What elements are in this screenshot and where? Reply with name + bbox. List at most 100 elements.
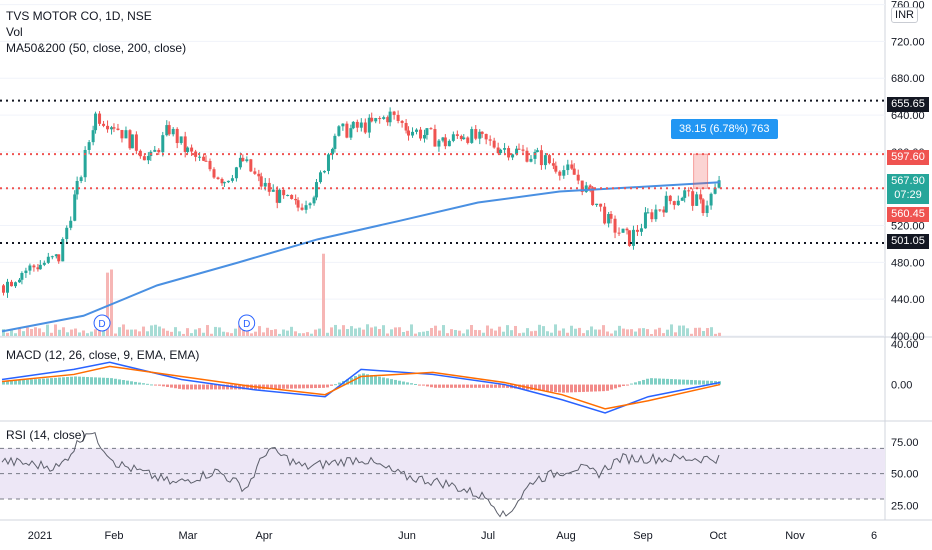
time-tick-label: Oct (709, 530, 726, 542)
macd-histogram-bar (86, 377, 89, 385)
symbol-title: TVS MOTOR CO, 1D, NSE (6, 9, 152, 23)
candle-body (124, 130, 128, 139)
candle-body (190, 147, 194, 152)
macd-histogram-bar (658, 378, 661, 385)
candle-body (87, 142, 91, 150)
volume-bar (222, 331, 225, 336)
volume-bar (110, 269, 113, 336)
candle-body (161, 135, 165, 153)
volume-bar (538, 324, 541, 336)
macd-histogram-bar (322, 384, 325, 388)
volume-bar (602, 325, 605, 336)
volume-bar (226, 332, 229, 336)
macd-histogram-bar (134, 381, 137, 385)
macd-histogram-bar (82, 376, 85, 385)
candle-body (558, 171, 562, 176)
candle-body (142, 156, 146, 161)
volume-bar (650, 333, 653, 336)
time-tick-label: Jun (398, 530, 416, 542)
volume-bar (46, 324, 49, 336)
volume-bar (266, 327, 269, 336)
volume-bar (346, 329, 349, 336)
volume-bar (206, 325, 209, 336)
volume-bar (162, 328, 165, 336)
macd-histogram-bar (626, 384, 629, 386)
volume-bar (530, 331, 533, 336)
macd-histogram-bar (410, 383, 413, 385)
candle-body (496, 147, 500, 154)
candle-body (631, 229, 635, 246)
candle-body (470, 129, 474, 143)
rsi-legend: RSI (14, close) (6, 428, 86, 442)
volume-bar (10, 329, 13, 336)
volume-bar (114, 333, 117, 336)
macd-histogram-bar (610, 384, 613, 390)
price-tick-label: 520.00 (891, 221, 925, 233)
candle-body (69, 220, 73, 228)
macd-histogram-bar (218, 384, 221, 390)
volume-bar (646, 329, 649, 336)
volume-bar (570, 325, 573, 336)
candle-body (38, 264, 42, 270)
candle-body (621, 228, 625, 233)
candle-body (443, 137, 447, 147)
candle-body (153, 149, 157, 152)
candle-body (683, 190, 687, 198)
volume-bar (670, 324, 673, 336)
macd-histogram-bar (386, 378, 389, 385)
volume-bar (94, 329, 97, 336)
macd-histogram-bar (702, 380, 705, 385)
rsi-tick-label: 25.00 (891, 500, 919, 512)
macd-histogram-bar (710, 380, 713, 385)
candle-body (175, 128, 179, 144)
candle-body (349, 128, 353, 138)
macd-histogram-bar (530, 384, 533, 390)
candle-body (157, 149, 161, 153)
macd-histogram-bar (246, 384, 249, 390)
candle-body (654, 209, 658, 220)
candle-body (646, 212, 650, 214)
candle-body (658, 209, 662, 211)
candle-body (447, 140, 451, 147)
macd-histogram-bar (398, 380, 401, 385)
volume-bar (562, 328, 565, 336)
candle-body (455, 134, 459, 136)
ma-label: MA50&200 (50, close, 200, close) (6, 41, 187, 55)
candle-body (650, 212, 654, 220)
candle-body (572, 168, 576, 175)
macd-histogram-bar (698, 380, 701, 385)
candle-body (459, 135, 463, 140)
macd-histogram-bar (214, 384, 217, 390)
candle-body (562, 170, 566, 176)
candle-body (14, 282, 17, 287)
volume-bar (354, 328, 357, 336)
candle-body (664, 195, 668, 213)
volume-bar (634, 331, 637, 336)
macd-histogram-bar (26, 379, 29, 385)
candle-body (419, 129, 423, 139)
dividend-marker-letter: D (98, 319, 105, 330)
price-tick-label: 640.00 (891, 110, 925, 122)
candle-body (554, 165, 558, 172)
volume-bar (182, 333, 185, 336)
macd-histogram-bar (122, 380, 125, 385)
candle-body (290, 194, 294, 199)
macd-histogram-bar (186, 384, 189, 390)
macd-histogram-bar (374, 375, 377, 385)
volume-bar (518, 333, 521, 336)
macd-histogram-bar (106, 377, 109, 385)
volume-bar (126, 329, 129, 336)
volume-bar (218, 327, 221, 336)
time-tick-label: Mar (179, 530, 198, 542)
currency-button[interactable]: INR (891, 7, 918, 23)
macd-histogram-bar (94, 377, 97, 385)
volume-bar (622, 328, 625, 336)
candle-body (120, 129, 124, 139)
candle-body (167, 125, 171, 135)
candle-body (474, 129, 478, 139)
candle-body (220, 178, 224, 184)
macd-histogram-bar (130, 381, 133, 385)
candle-body (503, 148, 507, 150)
macd-histogram-bar (66, 376, 69, 385)
